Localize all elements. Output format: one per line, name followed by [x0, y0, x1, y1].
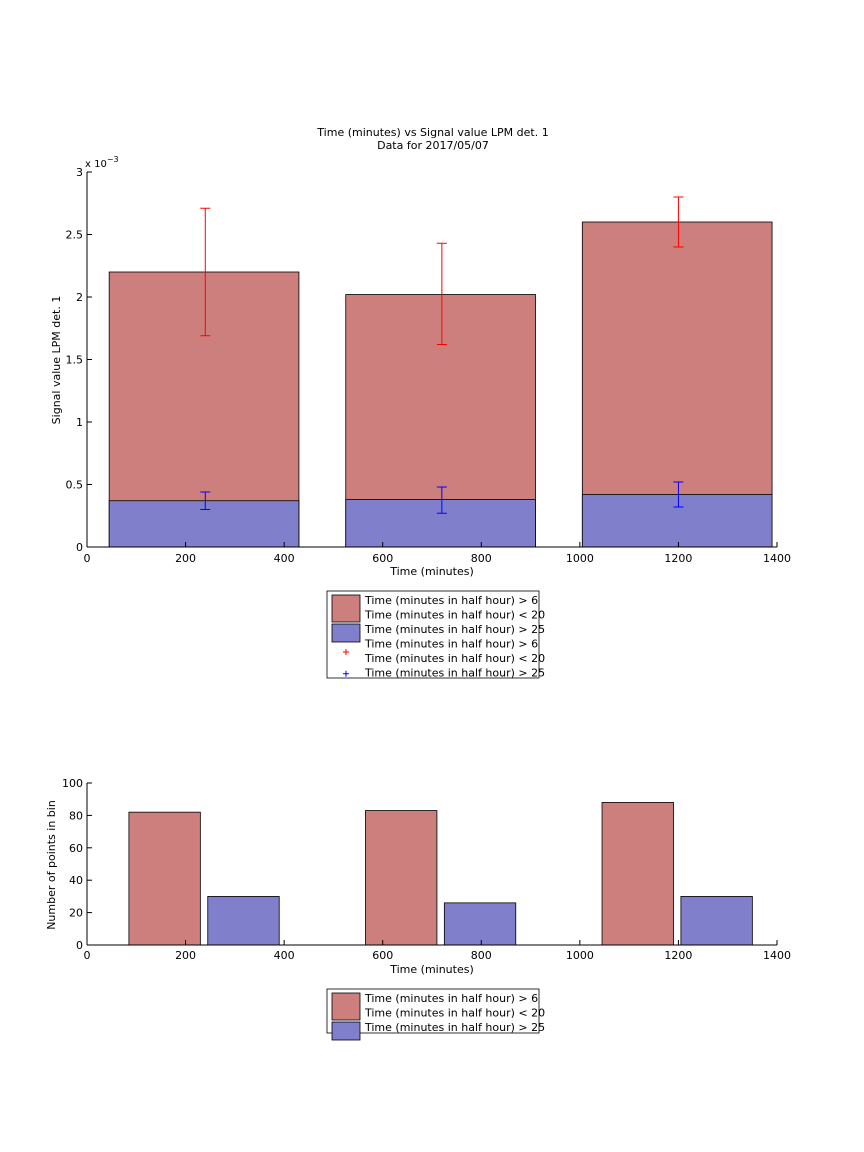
chart-1-legend-label-2: Time (minutes in half hour) > 25 — [364, 623, 545, 636]
chart-1-y-tick-label: 0 — [76, 541, 83, 554]
chart-2-legend-swatch-2 — [331, 1021, 361, 1041]
chart-2-x-tick-label: 1000 — [566, 949, 594, 962]
chart-1-errorbars — [200, 196, 684, 514]
chart-1-legend-swatch-1 — [331, 594, 361, 623]
chart-2-legend-box — [326, 988, 540, 1034]
chart-2-y-tick-label: 0 — [76, 939, 83, 952]
chart-2-legend: Time (minutes in half hour) > 6 Time (min… — [326, 988, 545, 1041]
chart-2-bar-s2-2 — [443, 902, 517, 946]
chart-1-x-tick-label: 1400 — [763, 552, 791, 565]
chart-1-axes — [86, 171, 778, 548]
chart-2-x-tick-label: 600 — [372, 949, 393, 962]
chart-1-y-multiplier: x 10−3 — [85, 155, 119, 170]
chart-1-x-tick-label: 600 — [372, 552, 393, 565]
chart-2-legend-label-1: Time (minutes in half hour) > 6 — [364, 992, 538, 1005]
chart-2-x-tick-label: 1200 — [664, 949, 692, 962]
chart-2-y-tick-label: 80 — [69, 809, 83, 822]
chart-1-legend-swatch-2 — [331, 623, 361, 643]
chart-1-tick-labels: 0 200 400 600 800 1000 1200 1400 0 0.5 1 1.5 2 2.5 3 — [66, 166, 792, 565]
chart-1-xlabel: Time (minutes) — [389, 565, 474, 578]
chart-1-y-tick-label: 1 — [76, 416, 83, 429]
chart-2-legend-label-1: Time (minutes in half hour) < 20 — [364, 1007, 545, 1020]
chart-2-y-tick-label: 60 — [69, 842, 83, 855]
chart-2-tick-labels: 0 200 400 600 800 1000 1200 1400 0 20 40 60 80 100 — [62, 777, 791, 962]
chart-1-bar-s1-3 — [581, 221, 773, 548]
chart-2-ylabel: Number of points in bin — [45, 800, 58, 930]
chart-1-legend-label-3: Time (minutes in half hour) < 20 — [364, 652, 545, 665]
chart-1-x-tick-label: 800 — [471, 552, 492, 565]
chart-1-x-tick-label: 1000 — [566, 552, 594, 565]
chart-2-x-tick-label: 0 — [84, 949, 91, 962]
chart-2-x-tick-label: 800 — [471, 949, 492, 962]
chart-2-y-tick-label: 40 — [69, 874, 83, 887]
chart-2-bar-s1-1 — [128, 811, 201, 946]
chart-2-legend-swatch-1 — [331, 992, 361, 1021]
chart-1-bar-s2-1 — [108, 500, 300, 548]
chart-1-legend-label-1: Time (minutes in half hour) > 6 — [364, 594, 538, 607]
chart-2-bar-s2-1 — [207, 896, 280, 946]
chart-1-title: Time (minutes) vs Signal value LPM det. … — [316, 126, 548, 139]
chart-1-x-tick-label: 0 — [84, 552, 91, 565]
chart-1-y-tick-label: 3 — [76, 166, 83, 179]
chart-2-xlabel: Time (minutes) — [389, 963, 474, 976]
chart-1-y-tick-label: 1.5 — [66, 354, 84, 367]
chart-1-bar-s2-2 — [345, 499, 536, 548]
chart-2-y-tick-label: 100 — [62, 777, 83, 790]
chart-1-legend-box — [326, 590, 540, 679]
chart-2-axes — [86, 782, 778, 946]
chart-2-x-tick-label: 200 — [175, 949, 196, 962]
chart-1-x-tick-label: 1200 — [664, 552, 692, 565]
chart-1-x-tick-label: 400 — [274, 552, 295, 565]
chart-1-subtitle: Data for 2017/05/07 — [377, 139, 489, 152]
chart-2-bar-s1-2 — [365, 810, 438, 946]
chart-1-x-tick-label: 200 — [175, 552, 196, 565]
chart-1-y-tick-label: 2.5 — [66, 229, 84, 242]
chart-2-bar-s1-3 — [601, 802, 674, 946]
chart-2-bar-s2-3 — [680, 896, 753, 946]
chart-1-ylabel: Signal value LPM det. 1 — [50, 296, 63, 425]
chart-2-legend-label-2: Time (minutes in half hour) > 25 — [364, 1021, 545, 1034]
chart-2-x-tick-label: 1400 — [763, 949, 791, 962]
chart-1-legend-label-4: Time (minutes in half hour) > 25 — [364, 667, 545, 680]
chart-2-bars — [128, 802, 753, 946]
chart-1-legend-label-1: Time (minutes in half hour) < 20 — [364, 609, 545, 622]
chart-1-bar-s2-3 — [581, 494, 773, 548]
chart-1-legend-label-3: Time (minutes in half hour) > 6 — [364, 638, 538, 651]
chart-1-bars — [108, 221, 773, 548]
chart-1-y-tick-label: 0.5 — [66, 479, 84, 492]
chart-2-y-tick-label: 20 — [69, 907, 83, 920]
chart-2-x-tick-label: 400 — [274, 949, 295, 962]
chart-1-y-tick-label: 2 — [76, 291, 83, 304]
